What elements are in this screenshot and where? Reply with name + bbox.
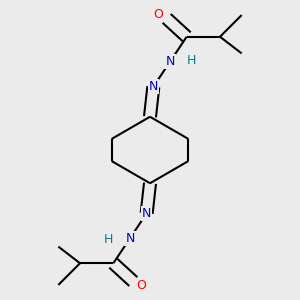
Text: N: N	[165, 55, 175, 68]
Text: O: O	[153, 8, 163, 21]
Text: H: H	[187, 54, 196, 67]
Text: N: N	[148, 80, 158, 93]
Text: N: N	[125, 232, 135, 245]
Text: H: H	[103, 233, 113, 246]
Text: N: N	[142, 207, 152, 220]
Text: O: O	[137, 279, 147, 292]
